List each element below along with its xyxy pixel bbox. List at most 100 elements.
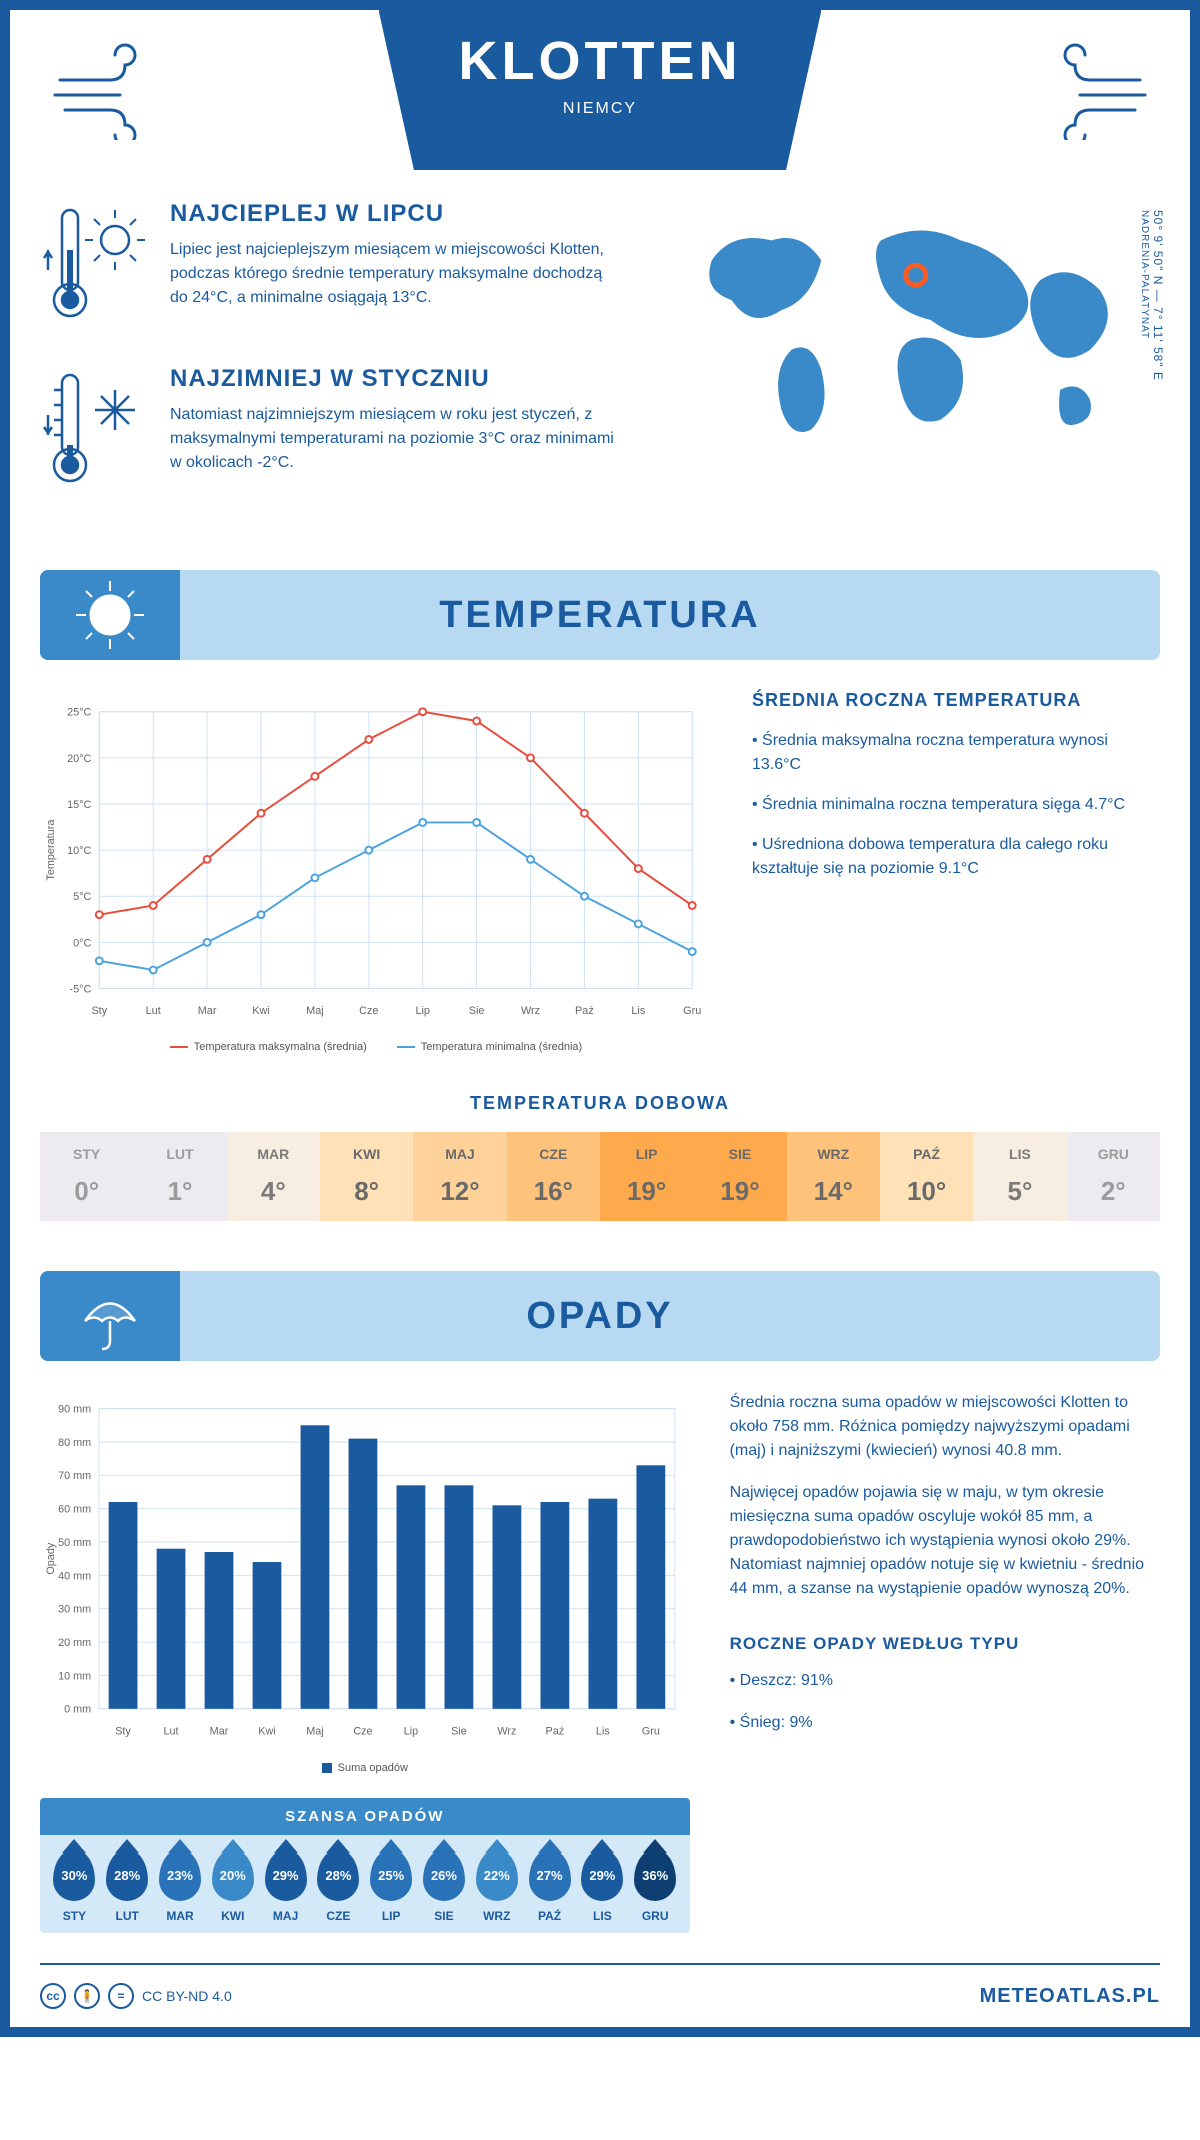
svg-text:Wrz: Wrz (497, 1725, 516, 1737)
svg-text:Temperatura: Temperatura (45, 819, 57, 881)
svg-text:20 mm: 20 mm (58, 1637, 91, 1649)
svg-text:15°C: 15°C (67, 799, 91, 811)
svg-text:Mar: Mar (210, 1725, 229, 1737)
svg-text:Kwi: Kwi (252, 1005, 270, 1017)
svg-text:Lis: Lis (596, 1725, 610, 1737)
temperature-line-chart: -5°C0°C5°C10°C15°C20°C25°CStyLutMarKwiMa… (40, 690, 712, 1053)
chance-cell: 22%WRZ (470, 1849, 523, 1923)
daily-temp-title: TEMPERATURA DOBOWA (40, 1093, 1160, 1114)
svg-text:Gru: Gru (683, 1005, 701, 1017)
daily-cell: STY0° (40, 1132, 133, 1221)
title-banner: KLOTTEN NIEMCY (379, 10, 822, 170)
svg-text:Kwi: Kwi (258, 1725, 275, 1737)
temperature-summary: ŚREDNIA ROCZNA TEMPERATURA • Średnia mak… (752, 690, 1160, 1053)
svg-text:Mar: Mar (198, 1005, 217, 1017)
hottest-block: NAJCIEPLEJ W LIPCU Lipiec jest najcieple… (40, 200, 622, 335)
svg-text:-5°C: -5°C (70, 983, 92, 995)
brand-name: METEOATLAS.PL (980, 1985, 1160, 2008)
precip-type1: • Deszcz: 91% (730, 1669, 1160, 1693)
chance-cell: 29%LIS (576, 1849, 629, 1923)
thermometer-sun-icon (40, 200, 150, 330)
daily-temp-table: STY0°LUT1°MAR4°KWI8°MAJ12°CZE16°LIP19°SI… (40, 1132, 1160, 1221)
svg-text:80 mm: 80 mm (58, 1437, 91, 1449)
daily-cell: CZE16° (507, 1132, 600, 1221)
precip-type2: • Śnieg: 9% (730, 1711, 1160, 1735)
chance-cell: 25%LIP (365, 1849, 418, 1923)
avg-temp-title: ŚREDNIA ROCZNA TEMPERATURA (752, 690, 1160, 711)
svg-text:10°C: 10°C (67, 845, 91, 857)
precip-p2: Najwięcej opadów pojawia się w maju, w t… (730, 1481, 1160, 1601)
svg-text:Lut: Lut (164, 1725, 179, 1737)
daily-cell: MAR4° (227, 1132, 320, 1221)
svg-text:10 mm: 10 mm (58, 1670, 91, 1682)
precip-chance-grid: 30%STY28%LUT23%MAR20%KWI29%MAJ28%CZE25%L… (40, 1835, 690, 1933)
precip-summary: Średnia roczna suma opadów w miejscowośc… (730, 1391, 1160, 1933)
svg-text:Sie: Sie (469, 1005, 485, 1017)
legend-precip: Suma opadów (322, 1762, 408, 1774)
daily-cell: LIS5° (973, 1132, 1066, 1221)
legend-min: Temperatura minimalna (średnia) (397, 1041, 582, 1053)
daily-cell: PAŹ10° (880, 1132, 973, 1221)
svg-text:0 mm: 0 mm (64, 1704, 91, 1716)
world-map-icon (662, 200, 1160, 460)
daily-cell: GRU2° (1067, 1132, 1160, 1221)
sun-icon (70, 575, 150, 655)
world-map-block: 50° 9' 50" N — 7° 11' 58" E NADRENIA-PAL… (662, 200, 1160, 530)
by-icon: 🧍 (74, 1983, 100, 2009)
svg-text:Opady: Opady (45, 1542, 57, 1574)
svg-text:Sie: Sie (451, 1725, 467, 1737)
chance-cell: 26%SIE (418, 1849, 471, 1923)
wind-icon (50, 40, 190, 140)
precip-p1: Średnia roczna suma opadów w miejscowośc… (730, 1391, 1160, 1463)
svg-text:Paź: Paź (575, 1005, 594, 1017)
city-name: KLOTTEN (459, 30, 742, 92)
license-text: CC BY-ND 4.0 (142, 1988, 232, 2004)
coordinates: 50° 9' 50" N — 7° 11' 58" E NADRENIA-PAL… (1137, 210, 1165, 381)
precip-bar-chart: 0 mm10 mm20 mm30 mm40 mm50 mm60 mm70 mm8… (40, 1391, 690, 1774)
temperature-title: TEMPERATURA (180, 594, 1160, 637)
cc-icon: cc (40, 1983, 66, 2009)
chance-cell: 28%CZE (312, 1849, 365, 1923)
svg-text:5°C: 5°C (73, 891, 91, 903)
svg-text:90 mm: 90 mm (58, 1404, 91, 1416)
svg-text:Lut: Lut (146, 1005, 161, 1017)
svg-text:Sty: Sty (115, 1725, 131, 1737)
avg-temp-p3: • Uśredniona dobowa temperatura dla całe… (752, 833, 1160, 881)
legend-max: Temperatura maksymalna (średnia) (170, 1041, 367, 1053)
thermometer-snow-icon (40, 365, 150, 495)
svg-text:Cze: Cze (353, 1725, 372, 1737)
svg-text:Lip: Lip (415, 1005, 430, 1017)
temperature-section-header: TEMPERATURA (40, 570, 1160, 660)
svg-text:60 mm: 60 mm (58, 1504, 91, 1516)
nd-icon: = (108, 1983, 134, 2009)
chance-cell: 20%KWI (206, 1849, 259, 1923)
wind-icon (1010, 40, 1150, 140)
umbrella-icon (70, 1276, 150, 1356)
avg-temp-p1: • Średnia maksymalna roczna temperatura … (752, 729, 1160, 777)
coldest-block: NAJZIMNIEJ W STYCZNIU Natomiast najzimni… (40, 365, 622, 500)
chance-title: SZANSA OPADÓW (40, 1798, 690, 1835)
precip-types-title: ROCZNE OPADY WEDŁUG TYPU (730, 1631, 1160, 1657)
svg-text:Maj: Maj (306, 1005, 324, 1017)
svg-text:30 mm: 30 mm (58, 1604, 91, 1616)
daily-cell: SIE19° (693, 1132, 786, 1221)
chance-cell: 29%MAJ (259, 1849, 312, 1923)
coldest-text: Natomiast najzimniejszym miesiącem w rok… (170, 403, 622, 475)
svg-text:Maj: Maj (306, 1725, 323, 1737)
svg-text:50 mm: 50 mm (58, 1537, 91, 1549)
chance-cell: 23%MAR (154, 1849, 207, 1923)
coldest-title: NAJZIMNIEJ W STYCZNIU (170, 365, 622, 393)
page-header: KLOTTEN NIEMCY (40, 10, 1160, 170)
chance-cell: 27%PAŹ (523, 1849, 576, 1923)
daily-cell: MAJ12° (413, 1132, 506, 1221)
svg-text:Sty: Sty (91, 1005, 107, 1017)
svg-text:Wrz: Wrz (521, 1005, 540, 1017)
svg-text:0°C: 0°C (73, 937, 91, 949)
license-block: cc 🧍 = CC BY-ND 4.0 (40, 1983, 232, 2009)
page-footer: cc 🧍 = CC BY-ND 4.0 METEOATLAS.PL (40, 1963, 1160, 2027)
daily-cell: LUT1° (133, 1132, 226, 1221)
svg-text:Lip: Lip (404, 1725, 418, 1737)
daily-cell: LIP19° (600, 1132, 693, 1221)
svg-text:25°C: 25°C (67, 707, 91, 719)
daily-cell: WRZ14° (787, 1132, 880, 1221)
